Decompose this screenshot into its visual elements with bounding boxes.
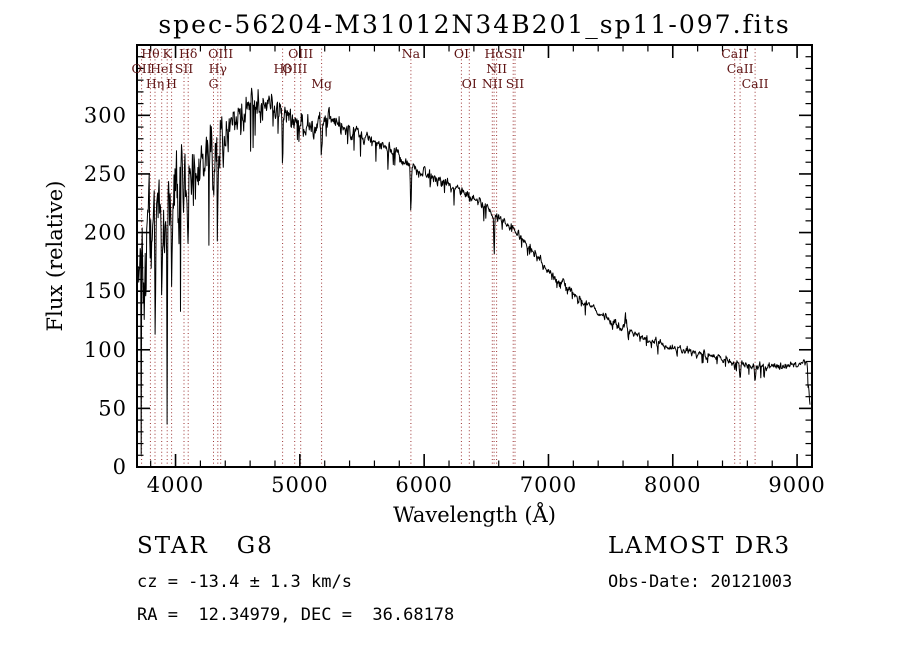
svg-text:Hγ: Hγ (209, 61, 227, 76)
svg-text:8000: 8000 (644, 473, 701, 497)
svg-text:G: G (208, 76, 218, 91)
svg-text:Wavelength (Å): Wavelength (Å) (393, 502, 556, 527)
svg-text:Flux (relative): Flux (relative) (43, 181, 67, 332)
svg-text:0: 0 (113, 455, 127, 479)
svg-text:7000: 7000 (520, 473, 577, 497)
classification-text: STAR G8 (137, 533, 274, 559)
svg-text:6000: 6000 (395, 473, 452, 497)
svg-text:Hα: Hα (484, 46, 504, 61)
svg-text:100: 100 (84, 338, 127, 362)
svg-text:NII: NII (482, 76, 503, 91)
svg-text:NII: NII (486, 61, 507, 76)
plot-title: spec-56204-M31012N34B201_sp11-097.fits (158, 10, 791, 39)
svg-text:Na: Na (402, 46, 421, 61)
obs-date-text: Obs-Date: 20121003 (608, 572, 793, 592)
svg-text:SII: SII (504, 46, 523, 61)
svg-text:4000: 4000 (147, 473, 204, 497)
svg-text:Hη: Hη (146, 76, 164, 91)
cz-text: cz = -13.4 ± 1.3 km/s (137, 572, 352, 592)
svg-text:CaII: CaII (742, 76, 769, 91)
svg-text:SII: SII (506, 76, 525, 91)
svg-text:OIII: OIII (208, 46, 233, 61)
survey-text: LAMOST DR3 (608, 533, 792, 559)
svg-text:250: 250 (84, 162, 127, 186)
svg-text:CaII: CaII (727, 61, 754, 76)
svg-text:OI: OI (462, 76, 477, 91)
svg-text:50: 50 (98, 396, 127, 420)
svg-text:K: K (163, 46, 173, 61)
svg-text:OIII: OIII (282, 61, 307, 76)
svg-text:5000: 5000 (271, 473, 328, 497)
svg-text:150: 150 (84, 279, 127, 303)
svg-text:SII: SII (175, 61, 194, 76)
svg-text:CaII: CaII (721, 46, 748, 61)
svg-text:Mg: Mg (311, 76, 332, 91)
radec-text: RA = 12.34979, DEC = 36.68178 (137, 605, 455, 625)
svg-text:H: H (166, 76, 177, 91)
svg-text:OIII: OIII (288, 46, 313, 61)
svg-text:300: 300 (84, 103, 127, 127)
svg-text:Hθ: Hθ (141, 46, 159, 61)
svg-text:Hβ: Hβ (273, 61, 291, 76)
svg-text:200: 200 (84, 221, 127, 245)
svg-text:9000: 9000 (768, 473, 825, 497)
svg-text:Hδ: Hδ (179, 46, 197, 61)
svg-text:OII: OII (132, 61, 152, 76)
svg-text:OI: OI (454, 46, 469, 61)
svg-text:HeI: HeI (150, 61, 173, 76)
